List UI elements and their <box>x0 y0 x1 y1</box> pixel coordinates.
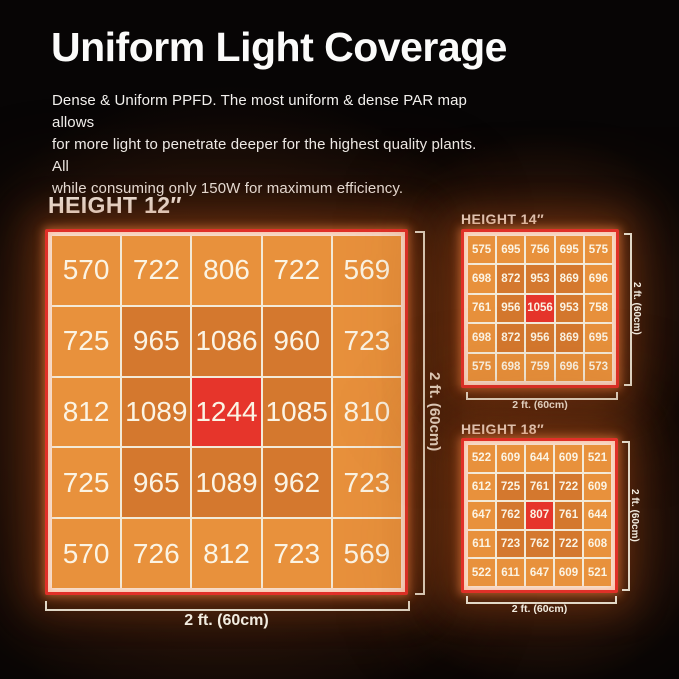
ppfd-cell: 756 <box>526 236 554 264</box>
ppfd-cell: 761 <box>468 294 496 323</box>
ppfd-cell: 725 <box>497 473 524 501</box>
ppfd-cell: 698 <box>468 324 496 352</box>
ppfd-cell: 725 <box>52 448 121 518</box>
ppfd-cell: 608 <box>584 530 611 558</box>
ppfd-cell: 869 <box>555 324 583 352</box>
height-14-horizontal-dimension-label: 2 ft. (60cm) <box>512 399 568 411</box>
ppfd-cell: 758 <box>584 294 612 323</box>
ppfd-cell: 522 <box>468 445 495 472</box>
ppfd-cell: 575 <box>468 353 496 381</box>
ppfd-cell: 723 <box>262 519 331 588</box>
height-12-vertical-dimension-label: 2 ft. (60cm) <box>426 372 443 452</box>
ppfd-cell: 723 <box>332 448 401 518</box>
ppfd-cell: 569 <box>332 236 401 305</box>
ppfd-map-14-grid: 575 695 756 695 575 698 872 953 869 696 761 956 1056… <box>468 236 612 381</box>
ppfd-cell: 696 <box>555 353 583 381</box>
ppfd-cell: 647 <box>468 502 495 529</box>
height-12-horizontal-dimension-label: 2 ft. (60cm) <box>184 612 269 629</box>
ppfd-cell: 761 <box>526 473 553 501</box>
ppfd-map-12-grid: 570 722 806 722 569 725 965 1086 960 723 812 1089 12… <box>52 236 401 588</box>
ppfd-cell: 1244 <box>192 377 261 447</box>
ppfd-cell: 647 <box>526 559 553 586</box>
ppfd-cell: 609 <box>497 445 524 472</box>
ppfd-cell: 522 <box>468 559 495 586</box>
height-14-vertical-dimension-label: 2 ft. (60cm) <box>631 281 642 335</box>
page-subtitle: Dense & Uniform PPFD. The most uniform &… <box>52 92 477 197</box>
ppfd-cell: 953 <box>555 294 583 323</box>
page-title: Uniform Light Coverage <box>51 24 507 70</box>
ppfd-cell: 611 <box>468 530 495 558</box>
ppfd-cell: 1089 <box>122 377 191 447</box>
ppfd-cell: 609 <box>555 445 582 472</box>
ppfd-cell: 695 <box>584 324 612 352</box>
ppfd-cell: 869 <box>555 265 583 293</box>
height-12-horizontal-bracket <box>45 601 410 611</box>
ppfd-cell: 1056 <box>526 294 554 323</box>
ppfd-cell: 723 <box>332 306 401 376</box>
ppfd-cell: 812 <box>192 519 261 588</box>
ppfd-cell: 575 <box>468 236 496 264</box>
height-12-title: HEIGHT 12″ <box>48 192 182 218</box>
ppfd-cell: 965 <box>122 448 191 518</box>
ppfd-cell: 762 <box>526 530 553 558</box>
height-18-vertical-bracket <box>622 441 630 591</box>
ppfd-cell: 612 <box>468 473 495 501</box>
ppfd-cell: 644 <box>584 502 611 529</box>
ppfd-cell: 962 <box>262 448 331 518</box>
ppfd-cell: 1086 <box>192 306 261 376</box>
ppfd-cell: 725 <box>52 306 121 376</box>
ppfd-cell: 696 <box>584 265 612 293</box>
ppfd-cell: 570 <box>52 236 121 305</box>
ppfd-cell: 723 <box>497 530 524 558</box>
height-18-vertical-dimension-label: 2 ft. (60cm) <box>629 488 640 542</box>
ppfd-cell: 872 <box>497 265 525 293</box>
ppfd-cell: 695 <box>497 236 525 264</box>
height-18-title: HEIGHT 18″ <box>461 421 545 437</box>
ppfd-cell: 960 <box>262 306 331 376</box>
ppfd-cell: 573 <box>584 353 612 381</box>
ppfd-cell: 761 <box>555 502 582 529</box>
ppfd-cell: 609 <box>584 473 611 501</box>
ppfd-cell: 806 <box>192 236 261 305</box>
ppfd-cell: 956 <box>497 294 525 323</box>
ppfd-cell: 644 <box>526 445 553 472</box>
ppfd-cell: 812 <box>52 377 121 447</box>
ppfd-cell: 1089 <box>192 448 261 518</box>
ppfd-cell: 611 <box>497 559 524 586</box>
ppfd-map-14-frame: 575 695 756 695 575 698 872 953 869 696 761 956 1056… <box>461 229 619 388</box>
ppfd-cell: 698 <box>497 353 525 381</box>
ppfd-cell: 569 <box>332 519 401 588</box>
ppfd-cell: 759 <box>526 353 554 381</box>
ppfd-cell: 698 <box>468 265 496 293</box>
ppfd-cell: 953 <box>526 265 554 293</box>
ppfd-cell: 575 <box>584 236 612 264</box>
ppfd-cell: 722 <box>555 473 582 501</box>
ppfd-cell: 609 <box>555 559 582 586</box>
height-18-horizontal-dimension-label: 2 ft. (60cm) <box>511 603 568 615</box>
ppfd-cell: 722 <box>555 530 582 558</box>
ppfd-cell: 956 <box>526 324 554 352</box>
ppfd-map-12-frame: 570 722 806 722 569 725 965 1086 960 723 812 1089 12… <box>45 229 408 595</box>
height-12-vertical-bracket <box>415 231 425 595</box>
ppfd-cell: 722 <box>122 236 191 305</box>
ppfd-cell: 807 <box>526 502 553 529</box>
ppfd-cell: 722 <box>262 236 331 305</box>
ppfd-cell: 1085 <box>262 377 331 447</box>
ppfd-cell: 872 <box>497 324 525 352</box>
ppfd-map-18-frame: 522 609 644 609 521 612 725 761 722 609 647 762 807 7… <box>461 438 618 593</box>
ppfd-cell: 810 <box>332 377 401 447</box>
ppfd-map-18-grid: 522 609 644 609 521 612 725 761 722 609 647 762 807 7… <box>468 445 611 586</box>
height-18-horizontal-bracket <box>466 596 617 604</box>
ppfd-cell: 521 <box>584 559 611 586</box>
ppfd-cell: 521 <box>584 445 611 472</box>
ppfd-cell: 695 <box>555 236 583 264</box>
ppfd-cell: 726 <box>122 519 191 588</box>
height-14-title: HEIGHT 14″ <box>461 211 545 227</box>
ppfd-cell: 570 <box>52 519 121 588</box>
ppfd-cell: 762 <box>497 502 524 529</box>
height-14-vertical-bracket <box>624 233 632 386</box>
ppfd-cell: 965 <box>122 306 191 376</box>
height-14-horizontal-bracket <box>466 392 618 400</box>
